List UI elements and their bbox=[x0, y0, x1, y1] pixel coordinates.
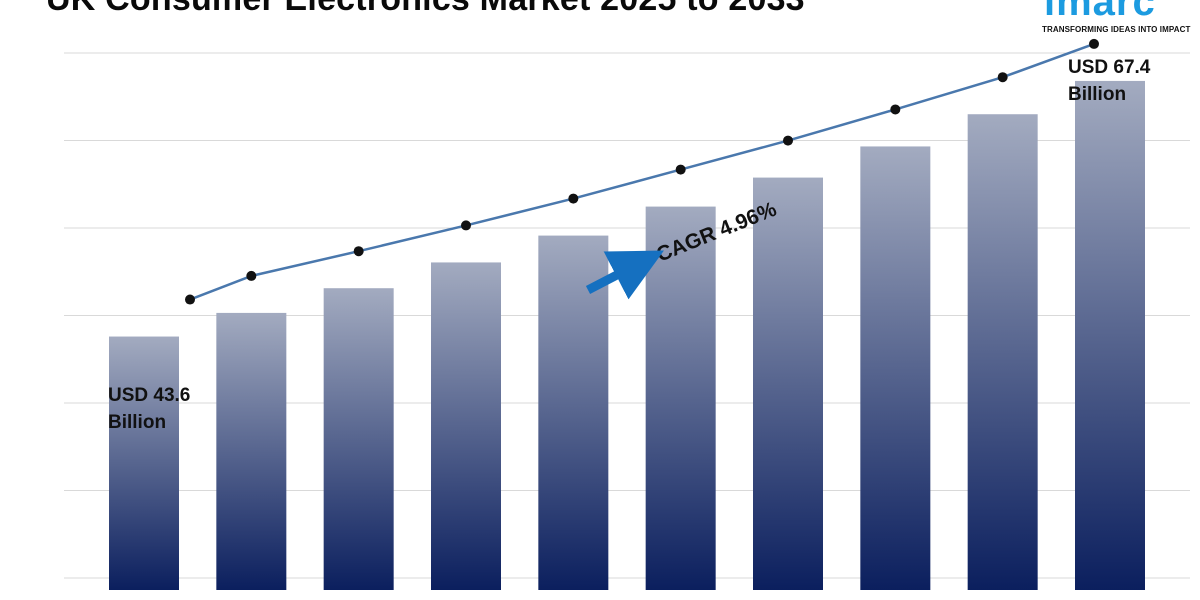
trend-point bbox=[890, 104, 901, 115]
trend-line bbox=[185, 38, 1099, 305]
bar bbox=[538, 235, 609, 590]
end-unit-label: Billion bbox=[1068, 84, 1126, 105]
logo-wordmark: imarc bbox=[1044, 0, 1156, 24]
bar bbox=[860, 146, 931, 591]
trend-point bbox=[783, 135, 793, 146]
bars bbox=[109, 80, 1145, 591]
bar bbox=[645, 206, 716, 590]
trend-point bbox=[675, 164, 686, 175]
trend-point bbox=[246, 270, 257, 281]
bar bbox=[216, 312, 287, 590]
trend-point bbox=[353, 246, 364, 257]
trend-point bbox=[997, 72, 1008, 83]
trend-point bbox=[185, 294, 195, 305]
end-value-label: USD 67.4 bbox=[1068, 57, 1151, 78]
bar bbox=[1075, 80, 1145, 590]
bar bbox=[431, 262, 501, 590]
trend-point bbox=[1089, 38, 1099, 49]
trend-point bbox=[568, 193, 579, 204]
trend-point bbox=[461, 220, 471, 231]
start-unit-label: Billion bbox=[108, 412, 166, 433]
chart-title: UK Consumer Electronics Market 2025 to 2… bbox=[46, 0, 805, 19]
bar bbox=[109, 336, 179, 590]
cagr-arrow-icon bbox=[585, 250, 664, 300]
bar bbox=[967, 114, 1038, 590]
bar bbox=[753, 177, 823, 591]
start-value-label: USD 43.6 bbox=[108, 385, 190, 406]
logo-tagline: TRANSFORMING IDEAS INTO IMPACT bbox=[1042, 25, 1191, 34]
bar bbox=[323, 288, 394, 590]
imarc-logo: imarc TRANSFORMING IDEAS INTO IMPACT bbox=[1040, 0, 1200, 40]
trend-polyline bbox=[189, 42, 1095, 301]
